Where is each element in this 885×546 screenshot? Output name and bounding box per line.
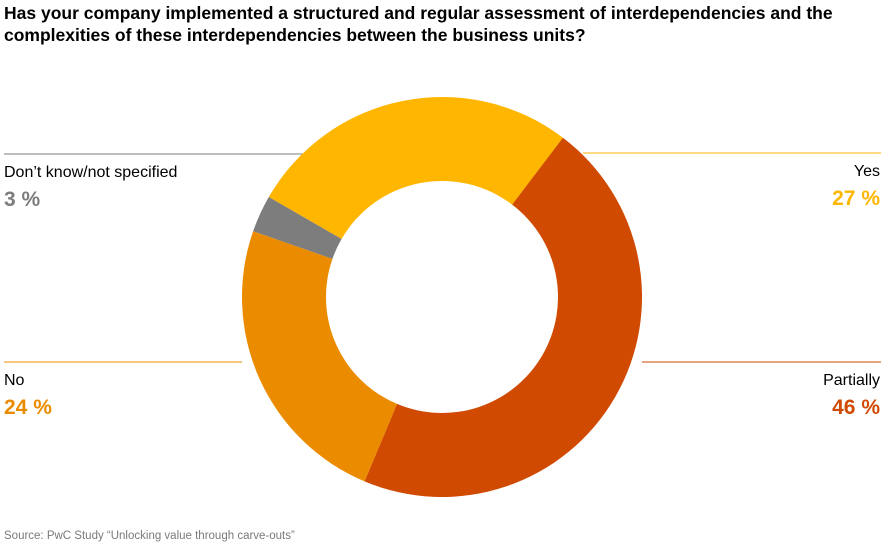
source-note: Source: PwC Study “Unlocking value throu…	[4, 530, 295, 542]
slice-label-no: No	[4, 372, 25, 389]
slice-label-yes: Yes	[854, 163, 880, 180]
donut-slices	[241, 97, 642, 497]
slice-value-yes: 27 %	[832, 187, 880, 210]
chart-title: Has your company implemented a structure…	[4, 2, 880, 46]
slice-value-partially: 46 %	[832, 396, 880, 419]
leader-lines	[4, 152, 881, 363]
donut-slice-no	[241, 231, 398, 482]
chart-title-line-2: complexities of these interdependencies …	[4, 25, 586, 45]
slice-label-don-t-know-not-specified: Don’t know/not specified	[4, 164, 177, 181]
slice-value-don-t-know-not-specified: 3 %	[4, 188, 41, 211]
slice-label-partially: Partially	[823, 372, 880, 389]
donut-slice-don-t-know-not-specified	[253, 197, 342, 259]
donut-slice-yes	[268, 97, 563, 239]
chart-title-line-1: Has your company implemented a structure…	[4, 3, 833, 23]
slice-value-no: 24 %	[4, 396, 52, 419]
slice-labels: Yes 27 % Partially 46 % No 24 % Don’t know/not…	[4, 163, 880, 419]
donut-slice-partially	[364, 137, 642, 497]
